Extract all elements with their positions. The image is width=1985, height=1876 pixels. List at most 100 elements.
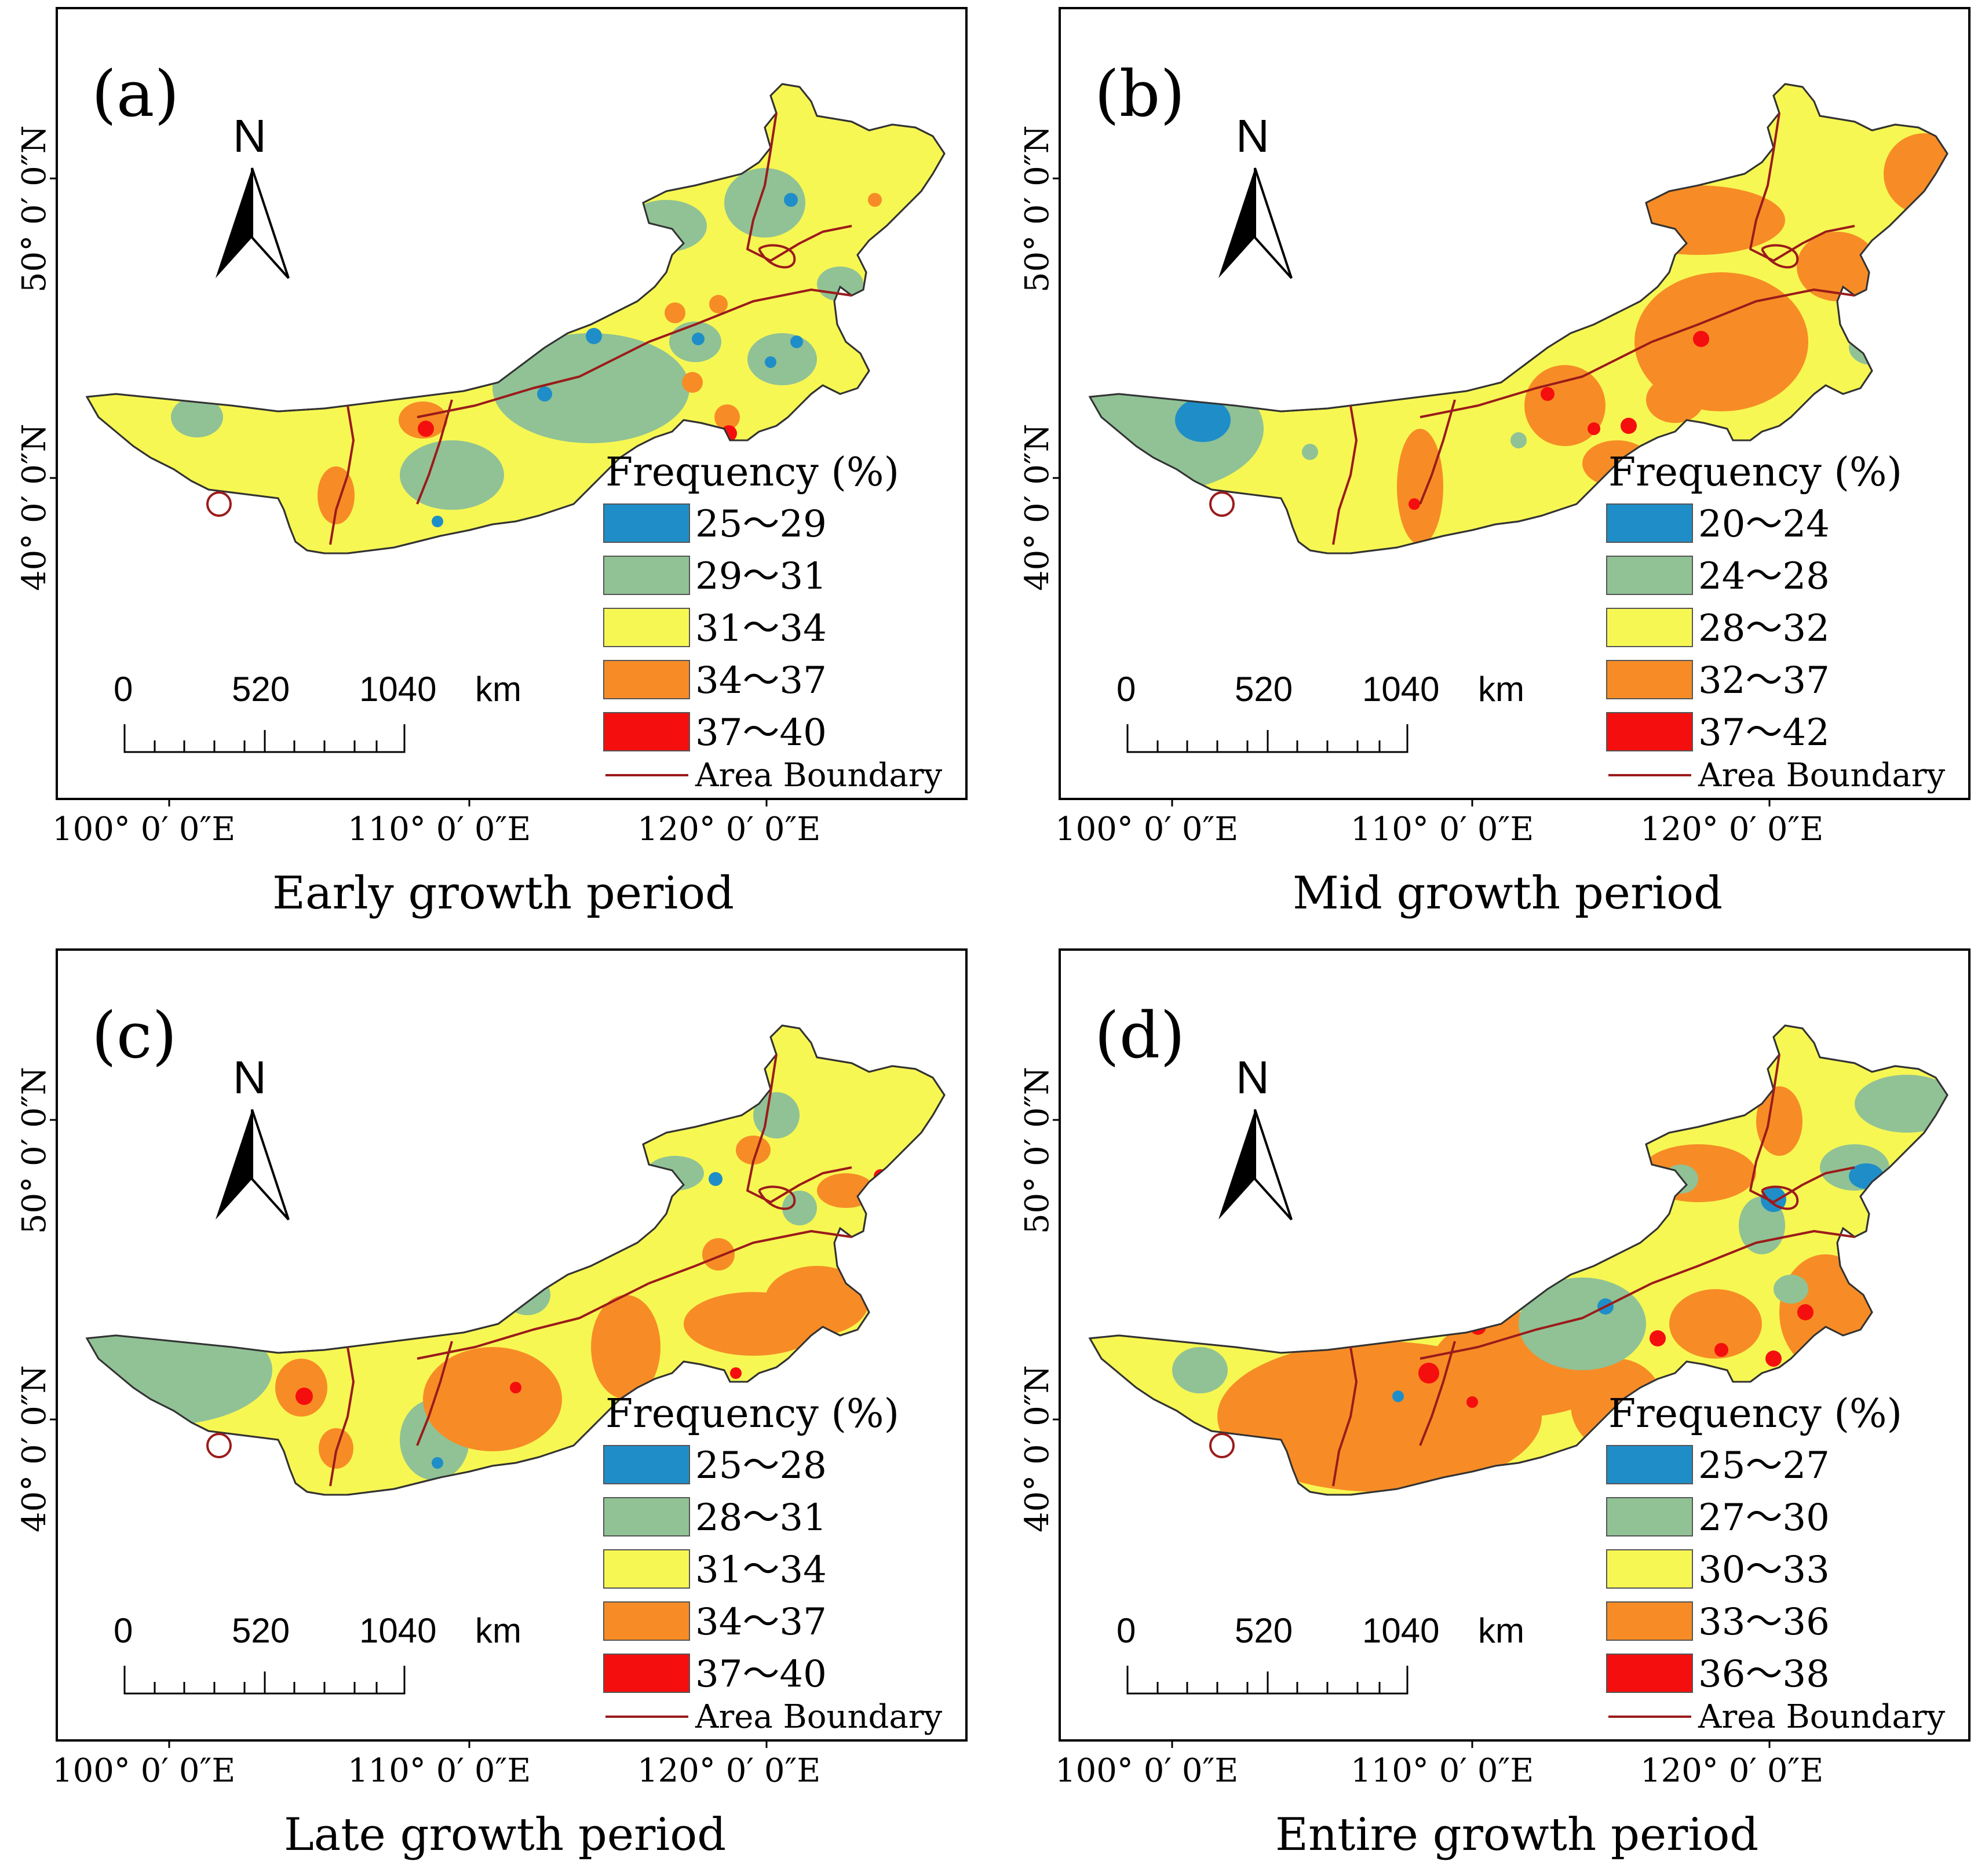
- panel-late-growth: (c) N: [16, 948, 968, 1861]
- zone-class2: [747, 333, 817, 385]
- area-boundary-circle: [1209, 491, 1235, 517]
- legend-label-4: 33～36: [1698, 1601, 1830, 1644]
- legend-swatch-3: [1606, 1549, 1693, 1589]
- zone-class4: [1797, 232, 1878, 301]
- zone-class4: [1397, 429, 1443, 545]
- legend-swatch-4: [603, 660, 690, 699]
- lon-label-100: 100° 0′ 0″E: [52, 1752, 235, 1790]
- scale-label-end: 1040: [1362, 670, 1439, 709]
- zone-class1: [1392, 1390, 1404, 1402]
- lat-label-50: 50° 0′ 0″N: [1019, 1067, 1056, 1234]
- area-boundary-line: [1749, 112, 1855, 262]
- zone-class5: [1650, 1330, 1666, 1346]
- north-arrow-left-icon: [216, 168, 252, 278]
- legend-swatch-4: [1606, 660, 1693, 699]
- zone-class5: [1693, 331, 1709, 347]
- scale-label-start: 0: [1116, 670, 1136, 709]
- zone-class4: [702, 1238, 735, 1271]
- north-arrow-right-icon: [251, 1109, 290, 1221]
- scale-bar-line: [123, 1666, 406, 1695]
- frequency-zones: [87, 1092, 910, 1480]
- frequency-zones: [171, 168, 882, 527]
- area-boundary-line: [416, 399, 453, 505]
- area-boundary-line: [758, 244, 796, 269]
- legend-title: Frequency (%): [1608, 450, 1902, 495]
- legend-swatch-5: [1606, 712, 1693, 751]
- north-arrow-label: N: [233, 110, 267, 162]
- zone-class5: [1765, 1351, 1782, 1367]
- legend-label-1: 25～28: [695, 1444, 827, 1487]
- latitude-labels: 50° 0′ 0″N 40° 0′ 0″N: [16, 125, 57, 591]
- area-boundary-line: [1419, 399, 1456, 505]
- legend-swatch-4: [603, 1601, 690, 1641]
- scale-label-mid: 520: [1235, 670, 1293, 709]
- zone-class4: [714, 404, 740, 430]
- lat-label-50: 50° 0′ 0″N: [1019, 125, 1056, 293]
- panel-caption: Early growth period: [272, 867, 734, 919]
- lon-label-120: 120° 0′ 0″E: [1640, 1752, 1823, 1790]
- lat-label-40: 40° 0′ 0″N: [1019, 424, 1056, 591]
- scale-label-mid: 520: [232, 670, 290, 709]
- area-boundary-line: [329, 1346, 355, 1487]
- zone-class2: [1519, 1278, 1646, 1370]
- legend-swatch-4: [1606, 1601, 1693, 1641]
- zone-class5: [418, 421, 434, 437]
- scale-label-unit: km: [475, 1611, 521, 1650]
- area-boundary-line: [1332, 405, 1358, 545]
- lon-label-120: 120° 0′ 0″E: [1640, 811, 1823, 848]
- zone-class5: [1714, 1343, 1728, 1357]
- scale-bar: 0 520 1040 km: [1116, 670, 1524, 753]
- longitude-labels: 100° 0′ 0″E 110° 0′ 0″E 120° 0′ 0″E: [1055, 799, 1823, 848]
- latitude-labels: 50° 0′ 0″N 40° 0′ 0″N: [16, 1067, 57, 1532]
- scale-bar-line: [123, 724, 406, 753]
- lat-label-40: 40° 0′ 0″N: [16, 424, 53, 591]
- zone-class5: [730, 1367, 742, 1379]
- north-arrow-right-icon: [251, 167, 290, 279]
- lon-label-100: 100° 0′ 0″E: [1055, 1752, 1238, 1790]
- panel-letter: (c): [92, 998, 177, 1072]
- scale-label-end: 1040: [359, 670, 436, 709]
- zone-class2: [1774, 1275, 1808, 1304]
- zone-class1: [784, 193, 798, 207]
- area-boundary-line: [329, 405, 355, 545]
- legend-swatch-2: [603, 556, 690, 595]
- zone-class1: [765, 356, 776, 368]
- zone-class4: [709, 295, 728, 313]
- zone-class2: [782, 1191, 817, 1225]
- latitude-labels: 50° 0′ 0″N 40° 0′ 0″N: [1019, 125, 1060, 591]
- area-boundary-circle: [206, 491, 232, 517]
- zone-class4: [1646, 377, 1704, 423]
- area-boundary-line: [417, 341, 649, 418]
- latitude-labels: 50° 0′ 0″N 40° 0′ 0″N: [1019, 1067, 1060, 1532]
- lon-label-110: 110° 0′ 0″E: [1351, 1752, 1534, 1790]
- legend-label-2: 29～31: [695, 555, 827, 598]
- zone-class1: [790, 335, 803, 348]
- area-boundary-line: [1420, 341, 1652, 418]
- zone-class4: [765, 1266, 869, 1335]
- north-arrow-label: N: [1236, 110, 1269, 162]
- north-arrow-left-icon: [216, 1109, 252, 1220]
- area-boundary-line: [648, 1230, 852, 1284]
- legend-label-5: 37～40: [695, 1653, 827, 1696]
- zone-class5: [1409, 498, 1420, 510]
- legend-label-3: 31～34: [695, 1549, 827, 1592]
- area-boundary-line: [1420, 1282, 1652, 1360]
- lat-label-40: 40° 0′ 0″N: [1019, 1365, 1056, 1532]
- north-arrow-label: N: [1236, 1052, 1269, 1103]
- lon-label-110: 110° 0′ 0″E: [348, 811, 531, 848]
- zone-class4: [591, 1295, 661, 1399]
- legend-title: Frequency (%): [605, 1391, 899, 1437]
- scale-bar: 0 520 1040 km: [1116, 1611, 1524, 1695]
- legend-label-4: 32～37: [1698, 659, 1830, 702]
- zone-class4: [868, 193, 882, 207]
- legend-swatch-1: [1606, 503, 1693, 543]
- zone-class1: [537, 386, 552, 402]
- legend-boundary-label: Area Boundary: [1698, 1698, 1946, 1736]
- legend-swatch-1: [1606, 1445, 1693, 1484]
- zone-class5: [1588, 422, 1600, 435]
- scale-bar: 0 520 1040 km: [114, 1611, 521, 1695]
- zone-class5: [1797, 1304, 1813, 1320]
- area-boundary-line: [758, 1185, 796, 1210]
- zone-class4: [682, 372, 703, 393]
- legend-title: Frequency (%): [605, 450, 899, 495]
